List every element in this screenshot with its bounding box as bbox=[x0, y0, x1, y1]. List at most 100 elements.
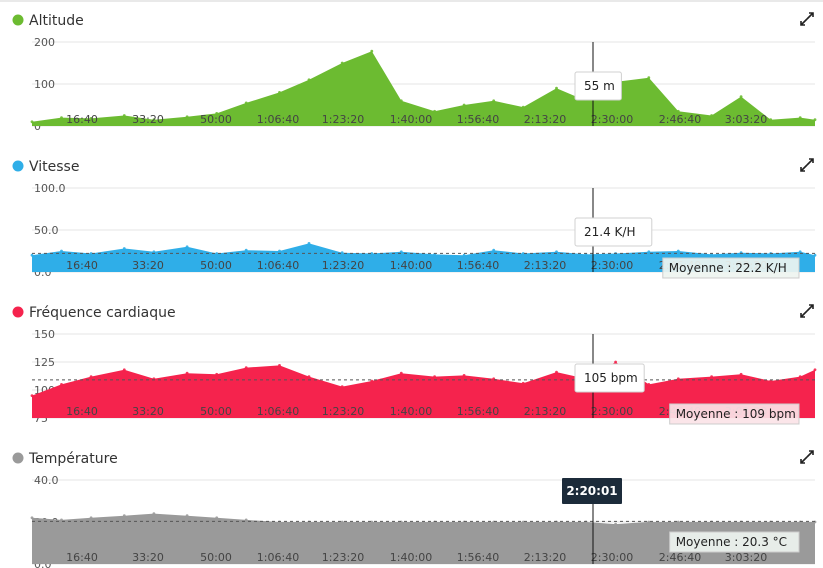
data-point bbox=[60, 518, 63, 522]
data-point bbox=[122, 514, 126, 518]
x-tick-label: 1:06:40 bbox=[257, 259, 299, 272]
data-point bbox=[798, 250, 802, 254]
data-point bbox=[399, 371, 403, 375]
chart-panel-3: Température40.020.00.016:4033:2050:001:0… bbox=[12, 450, 817, 568]
expand-arrow-sw bbox=[800, 18, 808, 26]
data-point bbox=[676, 109, 680, 113]
top-border bbox=[0, 0, 823, 2]
data-point bbox=[710, 375, 713, 378]
expand-arrow-ne bbox=[806, 304, 814, 312]
x-tick-label: 1:40:00 bbox=[390, 551, 432, 564]
data-point bbox=[278, 364, 281, 367]
expand-icon[interactable] bbox=[800, 12, 814, 26]
y-tick-label: 40.0 bbox=[34, 474, 59, 487]
tooltip-box bbox=[574, 217, 653, 247]
x-tick-label: 16:40 bbox=[66, 405, 98, 418]
chart-title: Fréquence cardiaque bbox=[29, 305, 176, 321]
data-point bbox=[462, 103, 466, 107]
expand-icon[interactable] bbox=[800, 304, 814, 318]
chart-title: Température bbox=[28, 451, 118, 467]
data-point bbox=[813, 368, 817, 372]
x-tick-label: 3:03:20 bbox=[725, 113, 767, 126]
x-tick-label: 33:20 bbox=[132, 551, 164, 564]
expand-arrow-sw bbox=[800, 456, 808, 464]
tooltip-box bbox=[574, 71, 622, 101]
x-tick-label: 1:40:00 bbox=[390, 405, 432, 418]
data-point bbox=[215, 516, 219, 520]
data-point bbox=[370, 252, 374, 255]
data-point bbox=[244, 248, 248, 252]
data-point bbox=[122, 247, 126, 250]
cursor-time-bg bbox=[562, 478, 622, 504]
data-point bbox=[30, 253, 34, 257]
data-point bbox=[307, 375, 311, 378]
data-point bbox=[813, 118, 817, 122]
data-point bbox=[60, 249, 63, 253]
x-tick-label: 2:13:20 bbox=[524, 405, 566, 418]
x-tick-label: 1:23:20 bbox=[322, 405, 364, 418]
x-tick-label: 2:30:00 bbox=[591, 113, 633, 126]
data-point bbox=[307, 242, 311, 245]
x-tick-label: 2:30:00 bbox=[591, 405, 633, 418]
data-point bbox=[215, 372, 219, 376]
data-point bbox=[492, 99, 496, 103]
data-point bbox=[60, 116, 63, 119]
cursor-time-label: 2:20:01 bbox=[566, 484, 617, 498]
data-point bbox=[676, 520, 680, 524]
x-tick-label: 2:13:20 bbox=[524, 113, 566, 126]
data-point bbox=[492, 248, 496, 252]
data-point bbox=[89, 375, 93, 378]
data-point bbox=[307, 78, 311, 82]
x-tick-label: 3:03:20 bbox=[725, 551, 767, 564]
expand-icon[interactable] bbox=[800, 158, 814, 172]
expand-arrow-sw bbox=[800, 310, 808, 318]
data-point bbox=[399, 250, 403, 254]
data-point bbox=[278, 91, 281, 94]
x-tick-label: 1:06:40 bbox=[257, 551, 299, 564]
expand-icon[interactable] bbox=[800, 450, 814, 464]
x-tick-label: 50:00 bbox=[200, 113, 232, 126]
x-tick-label: 2:46:40 bbox=[659, 551, 701, 564]
data-point bbox=[555, 250, 558, 254]
x-tick-label: 2:13:20 bbox=[524, 551, 566, 564]
data-point bbox=[710, 114, 713, 117]
data-point bbox=[185, 514, 189, 518]
data-point bbox=[521, 252, 525, 255]
tooltip-value: 105 bpm bbox=[584, 371, 638, 385]
x-tick-label: 1:56:40 bbox=[457, 113, 499, 126]
data-point bbox=[122, 368, 126, 372]
x-tick-label: 1:06:40 bbox=[257, 405, 299, 418]
data-point bbox=[244, 518, 248, 522]
data-point bbox=[215, 252, 219, 255]
x-tick-label: 16:40 bbox=[66, 259, 98, 272]
data-point bbox=[244, 101, 248, 105]
data-point bbox=[769, 118, 773, 122]
data-point bbox=[340, 251, 344, 255]
x-tick-label: 50:00 bbox=[200, 405, 232, 418]
data-point bbox=[370, 520, 374, 524]
data-point bbox=[813, 253, 817, 257]
series-area bbox=[32, 51, 815, 127]
x-tick-label: 2:30:00 bbox=[591, 551, 633, 564]
data-point bbox=[647, 76, 651, 80]
legend-dot-icon bbox=[12, 452, 24, 464]
data-point bbox=[555, 86, 558, 90]
average-label: Moyenne : 22.2 K/H bbox=[669, 261, 787, 275]
y-tick-label: 0 bbox=[34, 120, 41, 133]
x-tick-label: 1:23:20 bbox=[322, 551, 364, 564]
x-tick-label: 1:40:00 bbox=[390, 113, 432, 126]
data-point bbox=[152, 118, 156, 122]
data-point bbox=[614, 522, 617, 526]
data-point bbox=[555, 370, 558, 374]
data-point bbox=[185, 245, 189, 249]
legend-dot-icon bbox=[12, 160, 24, 172]
data-point bbox=[521, 381, 525, 385]
legend-dot-icon bbox=[12, 14, 24, 26]
x-tick-label: 16:40 bbox=[66, 551, 98, 564]
data-point bbox=[89, 117, 93, 120]
y-tick-label: 125 bbox=[34, 356, 55, 369]
x-tick-label: 1:40:00 bbox=[390, 259, 432, 272]
data-point bbox=[676, 249, 680, 253]
